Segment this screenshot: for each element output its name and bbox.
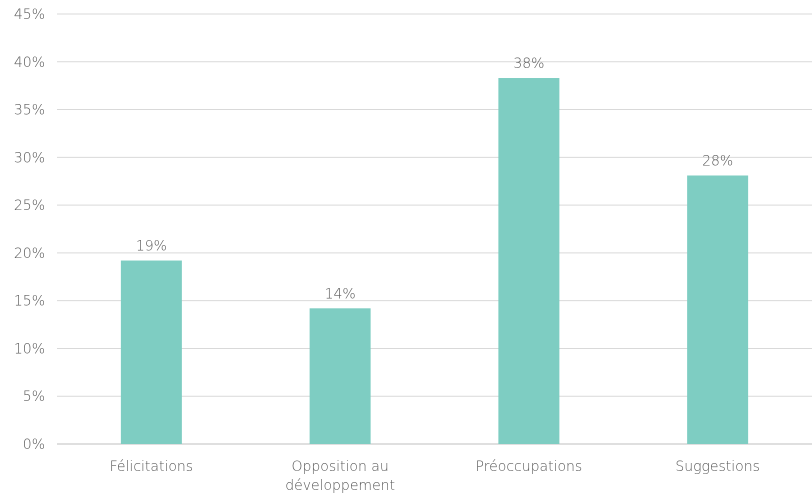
y-tick-label: 0%: [23, 437, 45, 453]
x-category-label: Félicitations: [110, 459, 193, 475]
bar-value-label: 28%: [702, 153, 733, 169]
x-category-label: Suggestions: [675, 459, 760, 475]
y-tick-label: 40%: [14, 55, 45, 71]
y-tick-label: 20%: [14, 246, 45, 262]
y-tick-label: 35%: [14, 103, 45, 119]
y-tick-label: 5%: [23, 389, 45, 405]
x-axis-categories: Félicitations Opposition au développement P…: [110, 459, 760, 494]
data-labels: 19% 14% 38% 28%: [136, 56, 733, 302]
x-category-label: Opposition au développement: [285, 459, 395, 494]
y-tick-label: 25%: [14, 198, 45, 214]
y-tick-label: 45%: [14, 7, 45, 23]
x-category-label: Préoccupations: [476, 459, 583, 475]
bar: [687, 175, 749, 444]
y-axis-ticks: 0% 5% 10% 15% 20% 25% 30% 35% 40% 45%: [14, 7, 45, 453]
y-tick-label: 15%: [14, 294, 45, 310]
bar-value-label: 38%: [513, 56, 544, 72]
bar: [498, 78, 560, 445]
y-tick-label: 30%: [14, 150, 45, 166]
bar: [309, 308, 371, 444]
bar: [120, 260, 182, 444]
gridlines: [57, 13, 812, 445]
y-tick-label: 10%: [14, 341, 45, 357]
bar-value-label: 19%: [136, 239, 167, 255]
bar-value-label: 14%: [325, 286, 356, 302]
bars: [120, 78, 749, 445]
